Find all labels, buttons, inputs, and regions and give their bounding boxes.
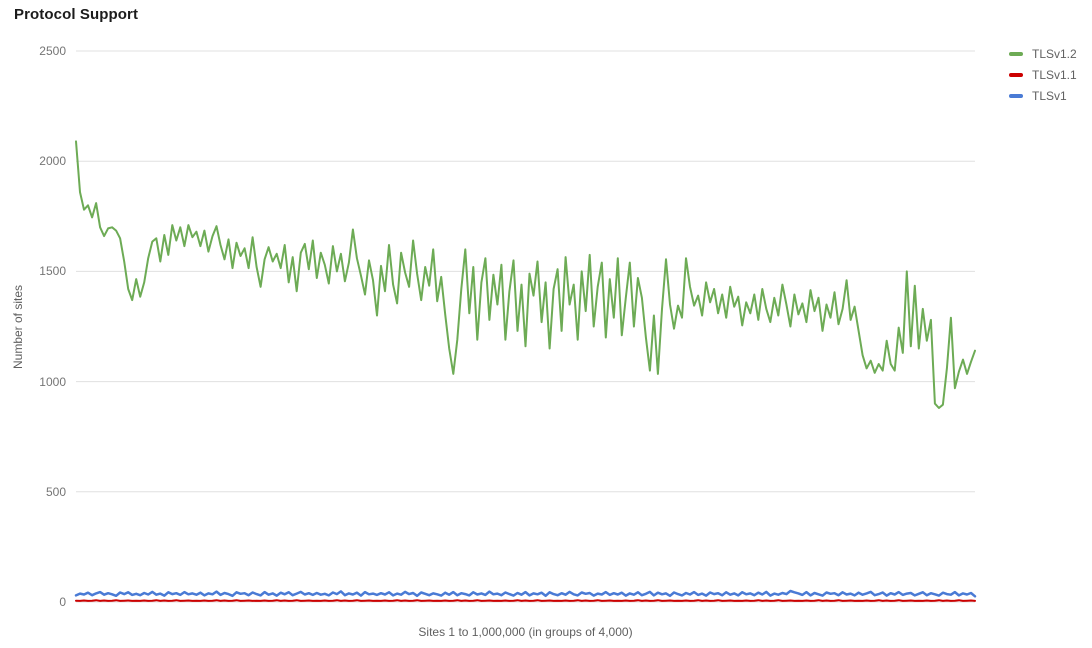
y-tick-label: 1500 — [39, 264, 66, 279]
legend-item-tlsv1-1[interactable]: TLSv1.1 — [1009, 64, 1077, 85]
legend-swatch-icon — [1009, 51, 1023, 56]
series-line-tlsv1-2[interactable] — [75, 140, 976, 409]
legend-swatch-icon — [1009, 93, 1023, 98]
series-line-tlsv1[interactable] — [74, 589, 977, 598]
chart-title: Protocol Support — [14, 6, 139, 23]
y-tick-label: 500 — [45, 484, 66, 499]
y-tick-label: 0 — [59, 595, 66, 609]
legend-swatch-icon — [1009, 72, 1023, 77]
legend-label: TLSv1 — [1032, 88, 1067, 103]
series-line-tlsv1-1[interactable] — [75, 599, 976, 602]
legend-label: TLSv1.1 — [1032, 67, 1077, 82]
y-tick-label: 1000 — [39, 374, 66, 389]
legend-item-tlsv1-2[interactable]: TLSv1.2 — [1009, 43, 1077, 64]
y-tick-label: 2000 — [39, 154, 66, 169]
legend-label: TLSv1.2 — [1032, 46, 1077, 61]
x-axis-title: Sites 1 to 1,000,000 (in groups of 4,000… — [418, 625, 633, 639]
y-axis-title: Number of sites — [11, 284, 25, 370]
legend-item-tlsv1[interactable]: TLSv1 — [1009, 85, 1077, 106]
y-tick-label: 2500 — [39, 44, 66, 58]
legend: TLSv1.2 TLSv1.1 TLSv1 — [1009, 43, 1077, 106]
